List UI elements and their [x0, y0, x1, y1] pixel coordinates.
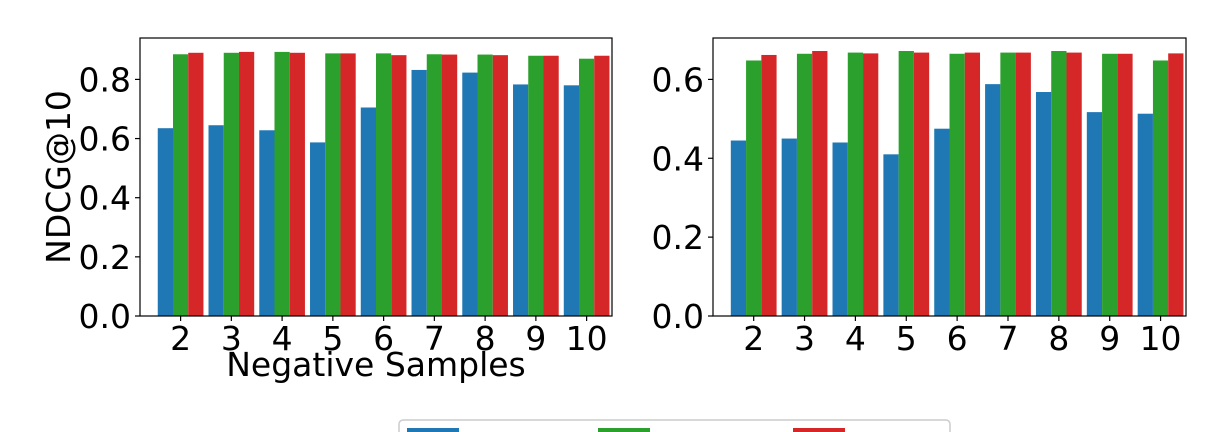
bar-series-2-cat-2 [746, 60, 762, 317]
x-tick-label: 9 [1099, 319, 1120, 358]
legend [398, 419, 951, 432]
bar-series-1-cat-9 [1086, 112, 1103, 316]
x-tick-label: 8 [1048, 319, 1069, 358]
bar-series-2-cat-7 [426, 54, 442, 317]
bar-series-1-cat-5 [310, 142, 326, 316]
x-tick-label: 5 [322, 319, 343, 358]
bar-series-1-cat-6 [934, 128, 950, 316]
y-tick-label: 0.8 [79, 60, 131, 99]
bar-series-3-cat-10 [1168, 53, 1184, 316]
x-tick-label: 4 [845, 319, 866, 358]
bar-series-3-cat-9 [1117, 53, 1133, 317]
bar-series-2-cat-10 [1152, 60, 1169, 317]
bar-series-1-cat-5 [883, 154, 899, 316]
chart-panel-right: 2 3 4 5 6 7 8 9 10 0.0 0.2 0.4 0.6 [652, 37, 1187, 358]
bar-series-2-cat-9 [528, 55, 544, 317]
x-tick-label: 7 [997, 319, 1018, 358]
y-tick-label: 0.6 [652, 60, 704, 99]
bar-series-1-cat-9 [513, 84, 529, 317]
bar-series-2-cat-7 [1000, 52, 1016, 317]
bar-series-3-cat-10 [594, 55, 610, 317]
bar-series-2-cat-4 [847, 52, 864, 317]
bar-series-2-cat-2 [172, 54, 189, 317]
x-tick-label: 5 [896, 319, 917, 358]
y-tick-label: 0.0 [652, 297, 704, 336]
x-tick-label: 10 [1140, 319, 1182, 358]
bar-series-2-cat-3 [796, 53, 813, 317]
bar-series-3-cat-6 [964, 52, 981, 317]
x-tick-label: 2 [170, 319, 191, 358]
bar-series-1-cat-10 [1137, 113, 1153, 317]
legend-swatch-series-2 [598, 428, 650, 432]
bar-series-1-cat-7 [411, 69, 427, 316]
legend-frame [398, 419, 951, 432]
plot-frame [139, 37, 613, 317]
bar-series-2-cat-10 [579, 58, 595, 316]
x-tick-label: 4 [272, 319, 293, 358]
y-tick-label: 0.2 [79, 238, 131, 277]
x-tick-label: 3 [794, 319, 815, 358]
bar-series-2-cat-8 [477, 54, 493, 317]
bar-series-3-cat-2 [188, 52, 204, 316]
chart-panel-left: 2 3 4 5 6 7 8 9 10 0.0 0.2 0.4 0.6 0.8 Negative Sample… [39, 37, 613, 384]
x-tick-label: 3 [221, 319, 242, 358]
x-tick-label: 9 [525, 319, 546, 358]
bar-series-3-cat-8 [1066, 52, 1082, 317]
bar-series-1-cat-3 [208, 125, 224, 317]
bar-series-1-cat-2 [157, 128, 173, 316]
y-tick-label: 0.4 [79, 179, 131, 218]
y-tick-label: 0.2 [652, 218, 704, 257]
bar-series-2-cat-8 [1051, 51, 1067, 316]
bar-series-3-cat-5 [913, 52, 930, 317]
bar-series-2-cat-3 [223, 52, 239, 316]
bar-series-1-cat-7 [985, 84, 1001, 316]
bar-series-1-cat-8 [1035, 92, 1052, 317]
bar-series-1-cat-3 [781, 138, 797, 316]
bar-series-3-cat-7 [1015, 52, 1031, 317]
bar-series-1-cat-10 [563, 85, 580, 316]
x-tick-label: 2 [743, 319, 764, 358]
legend-swatch-series-3 [793, 428, 845, 432]
bar-series-2-cat-5 [898, 51, 914, 316]
x-tick-label: 6 [373, 319, 394, 358]
bar-series-3-cat-9 [543, 55, 559, 317]
y-tick-label: 0.4 [652, 139, 704, 178]
bar-series-3-cat-5 [340, 53, 356, 316]
x-tick-label: 10 [566, 319, 608, 358]
bar-series-2-cat-9 [1102, 53, 1118, 317]
x-tick-label: 6 [947, 319, 968, 358]
bar-series-1-cat-4 [832, 142, 848, 316]
bar-series-3-cat-7 [441, 54, 458, 317]
x-tick-label: 7 [424, 319, 445, 358]
bar-series-1-cat-4 [259, 130, 275, 316]
plot-frame [712, 37, 1187, 317]
bar-series-1-cat-8 [462, 72, 478, 316]
bar-series-3-cat-6 [391, 55, 407, 317]
legend-swatch-series-1 [407, 428, 459, 432]
x-axis-label: Negative Samples [226, 345, 526, 384]
x-tick-label: 8 [475, 319, 496, 358]
bar-series-3-cat-3 [238, 51, 255, 317]
bar-series-3-cat-2 [761, 54, 777, 317]
bar-series-2-cat-6 [376, 53, 392, 316]
y-axis-label: NDCG@10 [39, 90, 78, 264]
bar-series-2-cat-6 [949, 53, 965, 317]
bar-series-1-cat-6 [360, 107, 376, 316]
bar-series-3-cat-3 [812, 51, 828, 316]
y-tick-label: 0.6 [79, 120, 131, 159]
y-tick-label: 0.0 [79, 297, 131, 336]
bar-series-3-cat-4 [289, 52, 305, 316]
bar-series-3-cat-8 [492, 55, 508, 317]
bar-series-2-cat-5 [325, 53, 341, 316]
bar-series-3-cat-4 [863, 53, 879, 316]
bar-series-1-cat-2 [730, 140, 747, 316]
bar-series-2-cat-4 [274, 51, 290, 317]
